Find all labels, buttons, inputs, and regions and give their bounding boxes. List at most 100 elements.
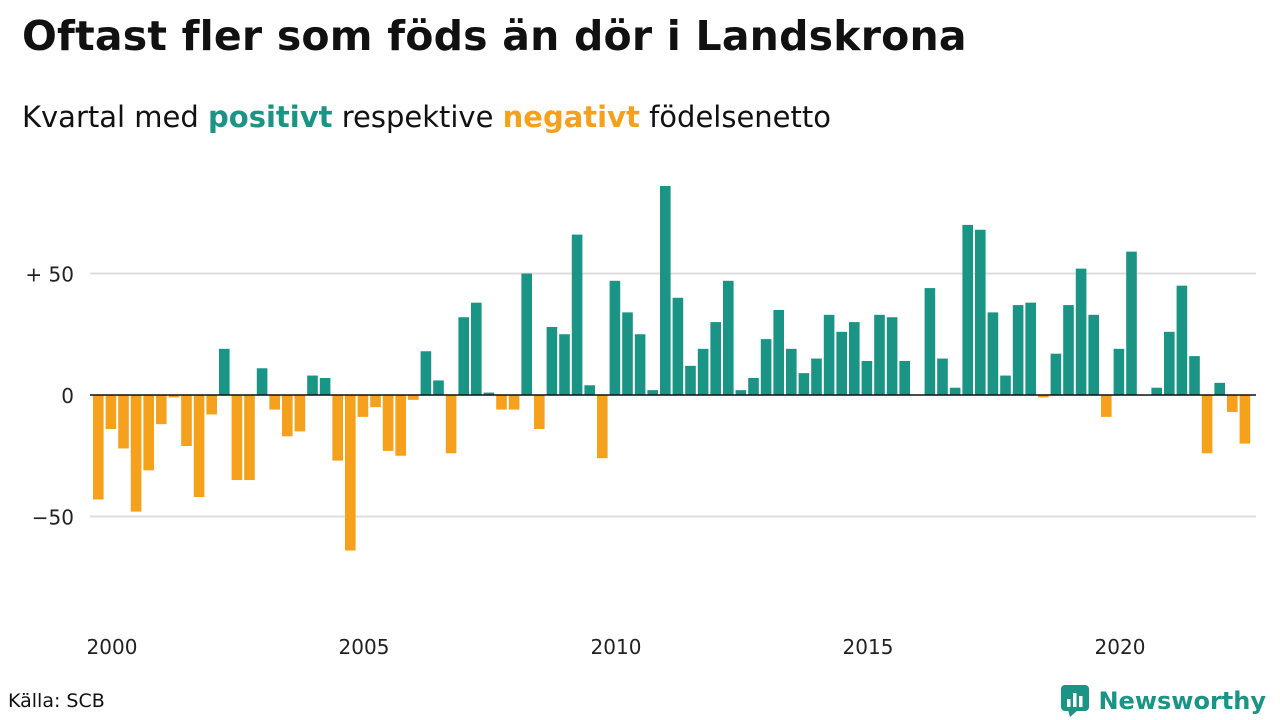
- bar-positive: [811, 358, 822, 395]
- bar-positive: [723, 280, 734, 395]
- bar-positive: [962, 224, 973, 395]
- bar-positive: [874, 314, 885, 395]
- grid-lines: [90, 272, 1256, 518]
- bar-positive: [685, 365, 696, 395]
- bar-positive: [1063, 305, 1074, 395]
- bar-negative: [496, 395, 507, 410]
- brand-logo: Newsworthy: [1060, 684, 1266, 718]
- bar-negative: [168, 395, 180, 398]
- bar-positive: [924, 288, 936, 395]
- bar-negative: [445, 395, 457, 454]
- bar-positive: [937, 358, 948, 395]
- bar-positive: [849, 322, 860, 395]
- bar-negative: [382, 395, 394, 451]
- bar-negative: [1227, 395, 1238, 413]
- bar-negative: [508, 395, 520, 410]
- bar-negative: [206, 395, 217, 415]
- bar-positive: [1075, 268, 1087, 395]
- bar-negative: [597, 395, 608, 459]
- bars: [93, 186, 1251, 551]
- bar-negative: [130, 395, 142, 512]
- bar-negative: [105, 395, 117, 430]
- bar-negative: [370, 395, 381, 408]
- bar-positive: [458, 317, 469, 395]
- bar-negative: [231, 395, 243, 481]
- bar-positive: [735, 390, 747, 395]
- bar-positive: [622, 312, 633, 395]
- bar-negative: [282, 395, 293, 437]
- bar-positive: [1000, 375, 1011, 395]
- source-note: Källa: SCB: [8, 690, 105, 712]
- bar-negative: [143, 395, 154, 471]
- bar-negative: [294, 395, 306, 432]
- bar-negative: [244, 395, 255, 481]
- bar-positive: [760, 339, 772, 395]
- bar-positive: [861, 360, 873, 395]
- chart-subtitle: Kvartal med positivt respektive negativt…: [22, 100, 831, 134]
- bar-negative: [181, 395, 192, 447]
- bar-positive: [798, 373, 810, 395]
- y-tick-label: −50: [32, 506, 74, 530]
- bar-negative: [408, 395, 419, 400]
- bar-positive: [1151, 387, 1162, 395]
- bar-negative: [357, 395, 369, 417]
- bar-negative: [1201, 395, 1213, 454]
- bar-positive: [634, 334, 646, 395]
- y-tick-label: + 50: [25, 263, 74, 287]
- bar-negative: [1038, 395, 1049, 398]
- bar-positive: [1113, 348, 1125, 395]
- bar-chart: + 50 0 −50 2000 2005 2010 2015 2020: [25, 186, 1256, 659]
- bar-positive: [307, 375, 318, 395]
- x-tick-label: 2015: [843, 635, 894, 659]
- bar-positive: [987, 312, 999, 395]
- bar-negative: [156, 395, 167, 425]
- newsworthy-chart-icon: [1061, 685, 1090, 717]
- x-tick-label: 2020: [1095, 635, 1146, 659]
- bar-positive: [1025, 302, 1036, 395]
- bar-positive: [1126, 251, 1137, 395]
- bar-positive: [219, 348, 230, 395]
- bar-positive: [1189, 356, 1200, 395]
- bar-negative: [395, 395, 406, 456]
- subtitle-text-pre: Kvartal med: [22, 100, 199, 134]
- bar-positive: [975, 229, 986, 395]
- bar-positive: [886, 317, 898, 395]
- bar-positive: [471, 302, 482, 395]
- bar-negative: [1239, 395, 1251, 444]
- bar-positive: [748, 377, 759, 395]
- bar-positive: [647, 390, 658, 395]
- bar-positive: [697, 348, 709, 395]
- subtitle-text-post: födelsenetto: [649, 100, 831, 134]
- bar-positive: [1164, 331, 1175, 395]
- bar-positive: [319, 377, 331, 395]
- x-tick-label: 2005: [339, 635, 390, 659]
- bar-positive: [483, 392, 495, 395]
- bar-positive: [773, 309, 784, 395]
- bar-positive: [256, 368, 268, 395]
- bar-positive: [899, 360, 910, 395]
- bar-positive: [823, 314, 835, 395]
- bar-negative: [269, 395, 280, 410]
- bar-positive: [420, 351, 432, 395]
- bar-positive: [1050, 353, 1062, 395]
- bar-positive: [1214, 382, 1225, 395]
- subtitle-positive-label: positivt: [208, 100, 333, 134]
- x-axis-ticks: 2000 2005 2010 2015 2020: [87, 635, 1146, 659]
- bar-positive: [559, 334, 570, 395]
- bar-positive: [949, 387, 961, 395]
- bar-positive: [672, 297, 684, 395]
- bar-negative: [332, 395, 343, 461]
- bar-negative: [93, 395, 104, 500]
- subtitle-text-mid: respektive: [341, 100, 494, 134]
- y-tick-label: 0: [61, 384, 74, 408]
- bar-negative: [345, 395, 356, 551]
- x-tick-label: 2010: [591, 635, 642, 659]
- bar-positive: [433, 380, 444, 395]
- bar-positive: [786, 348, 797, 395]
- x-tick-label: 2000: [87, 635, 138, 659]
- bar-positive: [1176, 285, 1188, 395]
- bar-negative: [534, 395, 545, 430]
- bar-negative: [118, 395, 129, 449]
- bar-positive: [1088, 314, 1099, 395]
- bar-positive: [571, 234, 583, 395]
